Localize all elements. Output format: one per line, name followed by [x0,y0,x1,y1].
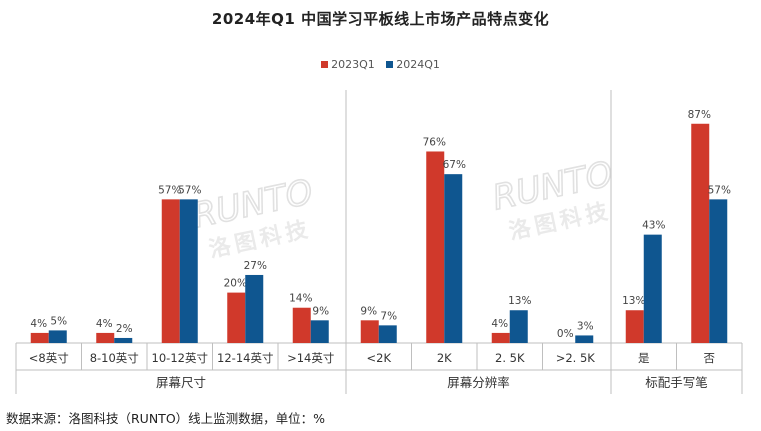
legend-label-2024: 2024Q1 [396,58,440,71]
bar-2024Q1-2. 5K [509,310,528,343]
legend: 2023Q1 2024Q1 [0,58,761,71]
bar-2023Q1-否 [691,123,710,343]
group-label-屏幕分辨率: 屏幕分辨率 [447,375,510,390]
bar-2023Q1-8-10英寸 [96,332,115,343]
category-label-是: 是 [638,351,650,365]
bar-2024Q1-12-14英寸 [245,274,264,343]
category-label-2. 5K: 2. 5K [495,351,525,365]
data-label-2024Q1-10-12英寸: 57% [178,184,201,196]
bar-2023Q1->14英寸 [292,307,311,343]
data-label-2024Q1-<8英寸: 5% [50,315,67,327]
legend-item-2023: 2023Q1 [321,58,375,71]
data-label-2024Q1->2. 5K: 3% [577,320,594,332]
data-label-2024Q1-8-10英寸: 2% [116,323,133,335]
data-label-2023Q1-是: 13% [622,295,645,307]
data-label-2023Q1-8-10英寸: 4% [96,318,113,330]
data-label-2024Q1-2K: 67% [443,159,466,171]
legend-item-2024: 2024Q1 [386,58,440,71]
data-label-2023Q1-2. 5K: 4% [491,318,508,330]
category-label-10-12英寸: 10-12英寸 [152,351,208,365]
group-label-标配手写笔: 标配手写笔 [645,375,708,390]
chart-title: 2024年Q1 中国学习平板线上市场产品特点变化 [211,10,550,28]
bar-2023Q1-2. 5K [491,332,510,343]
data-label-2023Q1-12-14英寸: 20% [224,278,247,290]
legend-swatch-2024 [386,61,394,68]
bar-2024Q1-否 [709,199,728,343]
data-label-2023Q1-<8英寸: 4% [30,318,47,330]
data-label-2023Q1-2K: 76% [423,136,446,148]
bar-2024Q1-是 [643,234,662,343]
bar-2023Q1-<2K [360,320,379,343]
bar-2023Q1-12-14英寸 [227,292,246,343]
bar-2024Q1->14英寸 [310,320,329,343]
group-label-屏幕尺寸: 屏幕尺寸 [156,375,206,390]
data-label-2024Q1->14英寸: 9% [312,305,329,317]
bar-2024Q1-8-10英寸 [114,337,133,343]
legend-label-2023: 2023Q1 [331,58,375,71]
legend-swatch-2023 [321,61,329,68]
bar-2024Q1-<8英寸 [48,330,67,343]
category-label-<8英寸: <8英寸 [29,351,69,365]
category-label-2K: 2K [437,351,452,365]
bar-2023Q1-是 [625,310,644,343]
data-label-2023Q1-10-12英寸: 57% [158,184,181,196]
bar-2023Q1-2K [426,151,445,343]
category-label->14英寸: >14英寸 [287,351,334,365]
category-label-12-14英寸: 12-14英寸 [217,351,273,365]
bar-2024Q1-<2K [378,325,397,343]
data-label-2023Q1->14英寸: 14% [289,293,312,305]
data-label-2024Q1-12-14英寸: 27% [244,260,267,272]
category-label-<2K: <2K [367,351,392,365]
data-label-2024Q1-2. 5K: 13% [508,295,531,307]
data-label-2024Q1-是: 43% [642,220,665,232]
data-label-2023Q1-<2K: 9% [360,305,377,317]
bar-2024Q1-10-12英寸 [179,199,198,343]
data-label-2024Q1-否: 57% [708,184,731,196]
data-label-2024Q1-<2K: 7% [380,310,397,322]
category-label-否: 否 [704,351,716,365]
bar-2023Q1-<8英寸 [30,332,49,343]
category-label->2. 5K: >2. 5K [556,351,596,365]
bar-2023Q1-10-12英寸 [161,199,180,343]
bar-2024Q1-2K [444,174,463,343]
bar-2024Q1->2. 5K [575,335,594,343]
category-label-8-10英寸: 8-10英寸 [90,351,139,365]
data-label-2023Q1->2. 5K: 0% [557,328,574,340]
data-label-2023Q1-否: 87% [688,109,711,121]
source-note: 数据来源：洛图科技（RUNTO）线上监测数据，单位：% [6,411,326,426]
